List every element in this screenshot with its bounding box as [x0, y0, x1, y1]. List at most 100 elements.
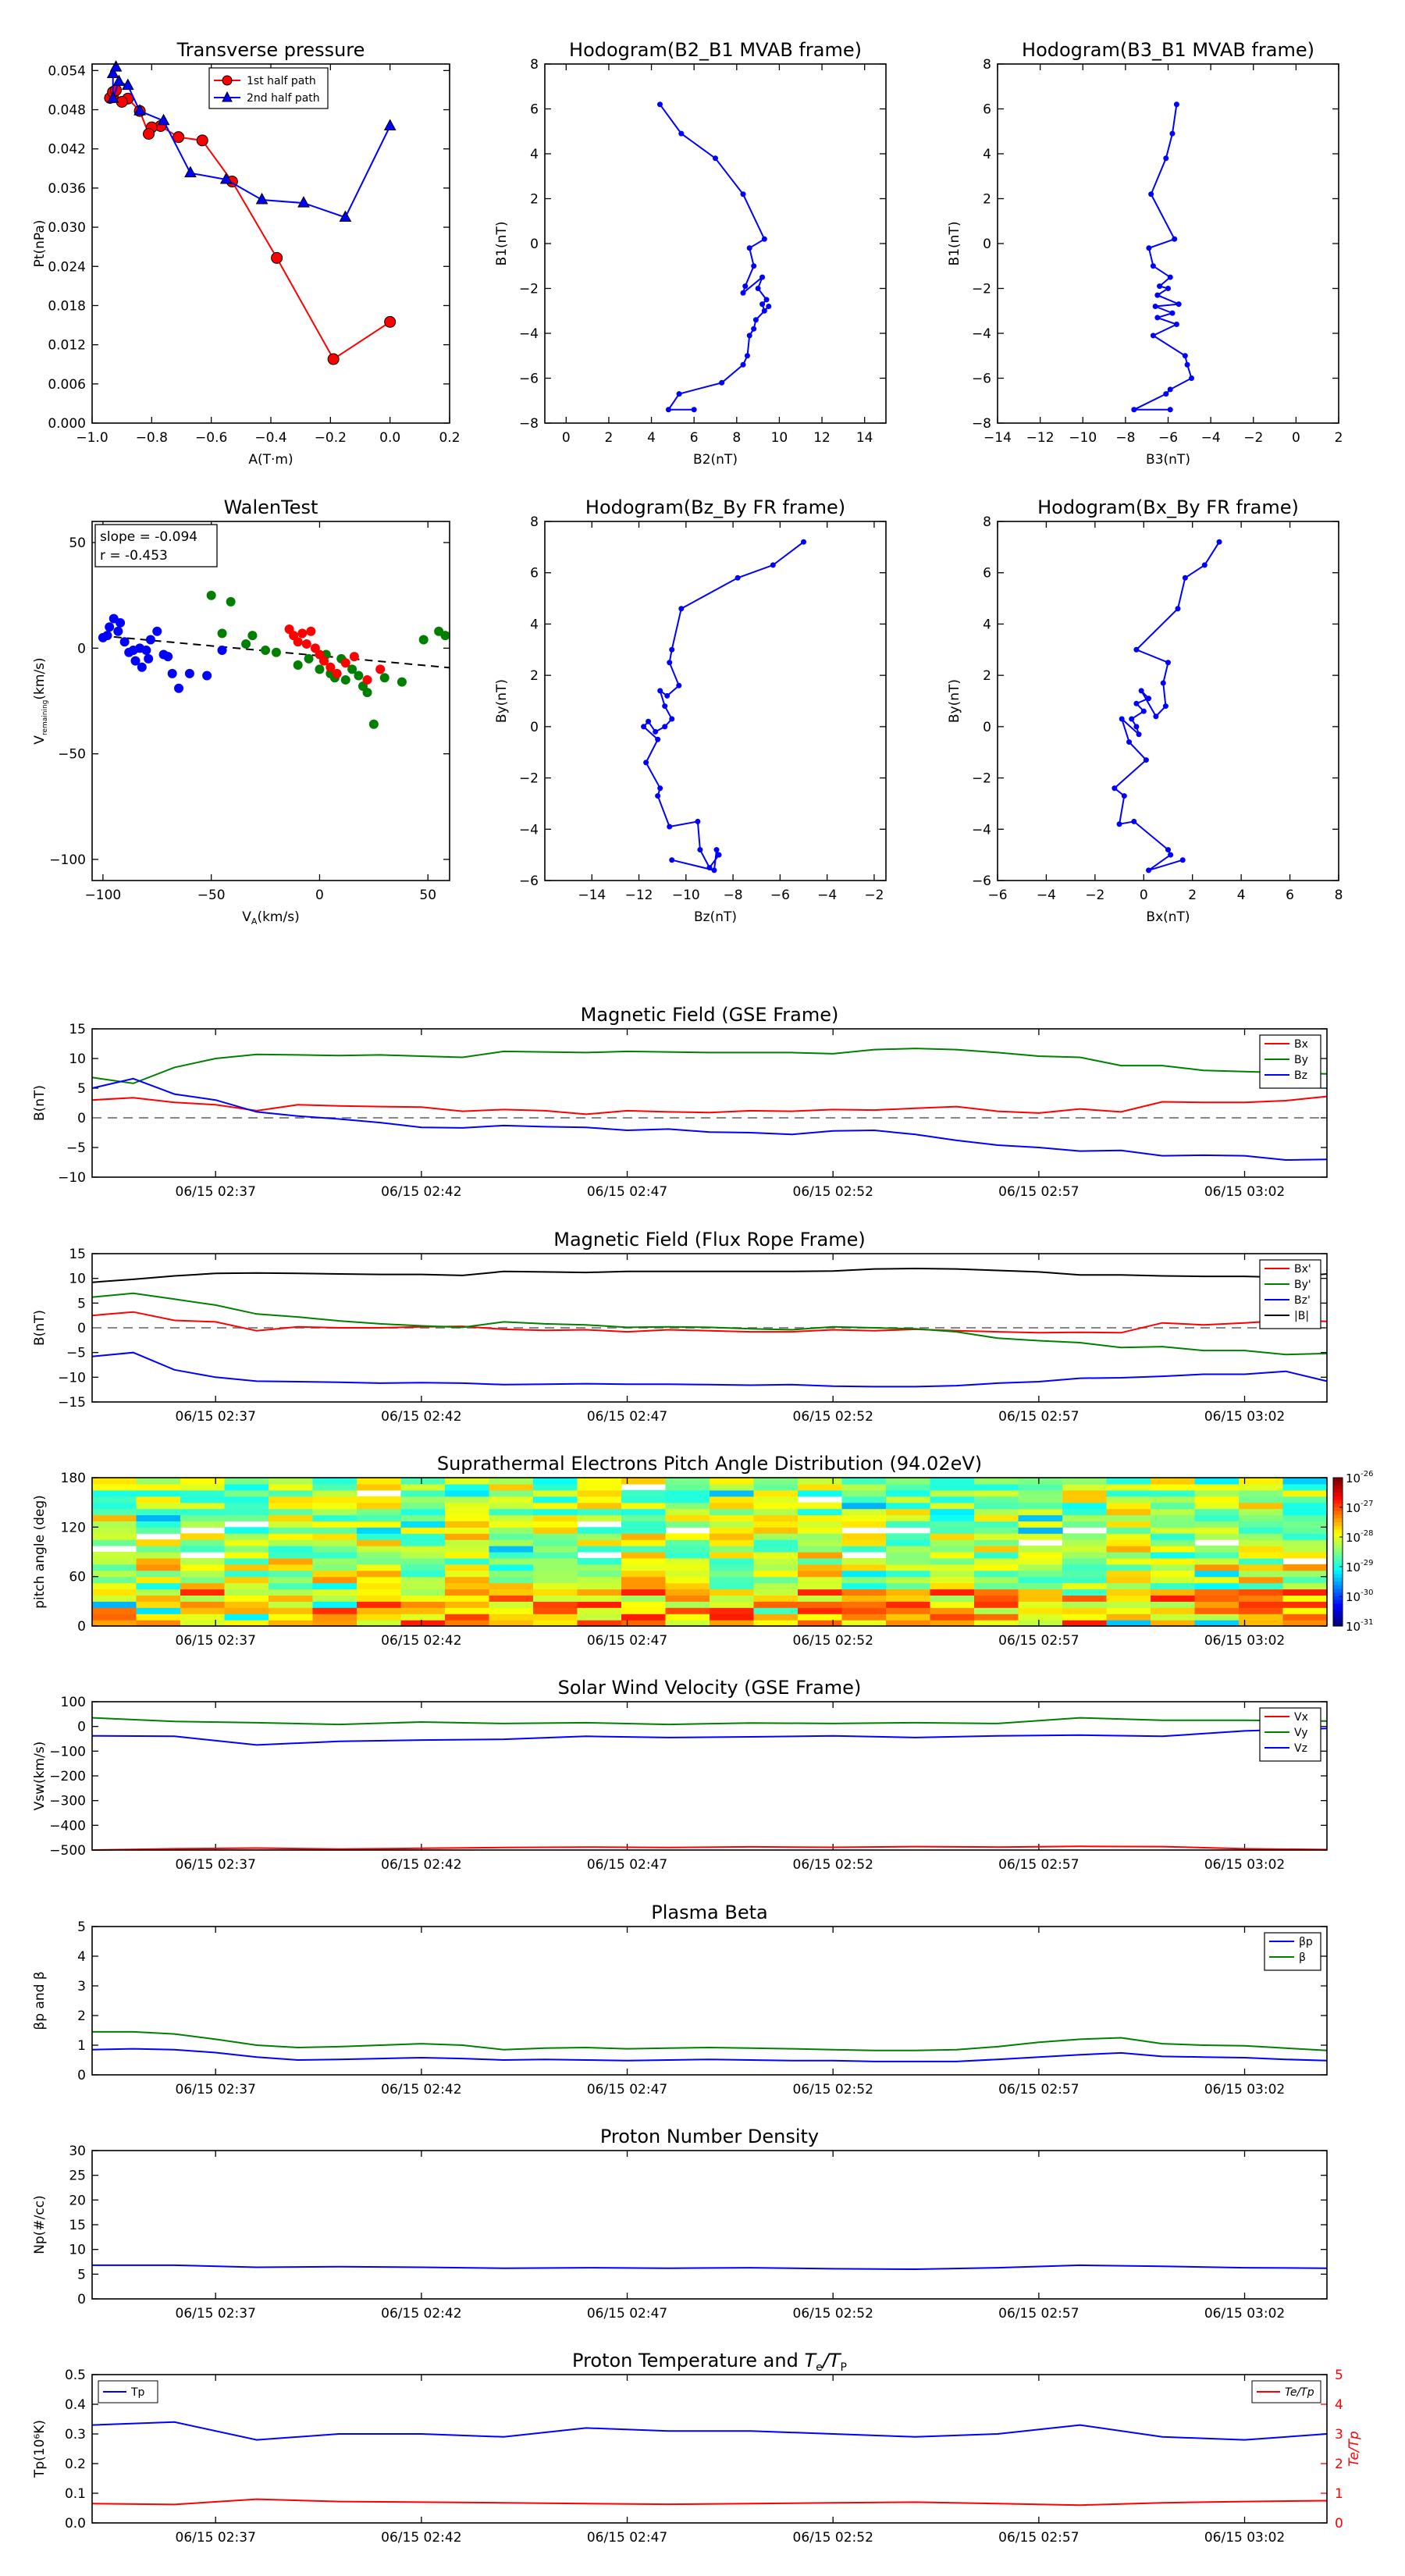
colorbar-step [1333, 1555, 1343, 1560]
heatmap-cell [1194, 1546, 1240, 1553]
data-point [669, 646, 675, 653]
heatmap-cell [1194, 1595, 1240, 1602]
data-point [695, 818, 701, 824]
heatmap-cell [269, 1607, 314, 1614]
heatmap-cell [445, 1601, 490, 1608]
heatmap-cell [489, 1508, 534, 1516]
heatmap-cell [489, 1502, 534, 1510]
heatmap-cell [312, 1539, 357, 1546]
heatmap-cell [1018, 1546, 1063, 1553]
y-axis-label-unit: (km/s) [32, 657, 48, 699]
scatter-point [347, 664, 357, 674]
y2-tick-label: 3 [1335, 2427, 1343, 2443]
heatmap-cell [224, 1607, 269, 1614]
heatmap-cell [489, 1483, 534, 1491]
heatmap-cell [1194, 1478, 1240, 1485]
colorbar-step [1333, 1522, 1343, 1527]
data-point [1133, 724, 1140, 730]
heatmap-cell [1239, 1589, 1284, 1596]
heatmap-cell [621, 1496, 667, 1503]
heatmap-cell [577, 1620, 622, 1627]
heatmap-cell [841, 1508, 887, 1516]
heatmap-cell [136, 1478, 181, 1485]
colorbar-tick-base: 10 [1346, 1620, 1361, 1634]
heatmap-cell [621, 1546, 667, 1553]
heatmap-cell [1106, 1539, 1151, 1546]
heatmap-cell [357, 1527, 402, 1534]
data-point [1167, 386, 1173, 393]
heatmap-cell [1282, 1483, 1328, 1491]
data-point [1131, 818, 1137, 824]
heatmap-cell [92, 1514, 137, 1521]
heatmap-cell [1151, 1601, 1196, 1608]
data-point [1143, 757, 1149, 763]
scatter-point [202, 671, 212, 681]
y-tick-label: −100 [49, 1744, 86, 1759]
y-tick-label: −2 [972, 771, 991, 787]
data-point [1154, 292, 1161, 298]
heatmap-cell [841, 1607, 887, 1614]
heatmap-cell [930, 1570, 975, 1578]
heatmap-cell [357, 1620, 402, 1627]
heatmap-cell [92, 1527, 137, 1534]
panel-beta: Plasma Beta 06/15 02:37 06/15 02:42 06/15 0… [32, 1902, 1328, 2097]
heatmap-cell [400, 1601, 446, 1608]
y-tick-label: 5 [77, 1081, 86, 1097]
legend-label: Bx' [1294, 1263, 1311, 1276]
heatmap-cell [1018, 1582, 1063, 1590]
heatmap-cell [841, 1539, 887, 1546]
x-tick-label: −8 [724, 888, 743, 903]
panel-hodo_bzby: Hodogram(Bz_By FR frame) −14 −12 −10 −8 −6 −4 −… [494, 496, 887, 925]
heatmap-cell [400, 1557, 446, 1565]
y-tick-label: 0.2 [65, 2457, 86, 2472]
heatmap-cell [1194, 1570, 1240, 1578]
colorbar-tick-label: 10-27 [1346, 1500, 1373, 1515]
heatmap-cell [136, 1620, 181, 1627]
scatter-point [105, 622, 115, 632]
data-point [691, 407, 697, 413]
heatmap-cell [1239, 1564, 1284, 1571]
data-point [716, 852, 722, 858]
data-point [643, 760, 649, 766]
colorbar-step [1333, 1489, 1343, 1493]
heatmap-cell [798, 1502, 843, 1510]
heatmap-cell [621, 1527, 667, 1534]
y-tick-label: −4 [972, 822, 991, 838]
heatmap-cell [533, 1483, 578, 1491]
data-point [752, 317, 759, 323]
heatmap-cell [841, 1595, 887, 1602]
data-point [759, 301, 766, 308]
heatmap-cell [357, 1533, 402, 1540]
data-point [711, 867, 717, 873]
x-tick-label: 2 [1335, 430, 1343, 446]
data-point [761, 308, 767, 314]
heatmap-cell [445, 1508, 490, 1516]
heatmap-cell [577, 1478, 622, 1485]
x-tick-label: −2 [1085, 888, 1104, 903]
y-tick-label: 6 [530, 102, 539, 118]
heatmap-cell [665, 1576, 710, 1584]
data-point [746, 333, 752, 339]
colorbar-step [1333, 1525, 1343, 1531]
heatmap-cell [1239, 1527, 1284, 1534]
y-tick-label: 2 [530, 192, 539, 208]
heatmap-cell [1106, 1582, 1151, 1590]
y-tick-label: 0.1 [65, 2486, 86, 2502]
heatmap-cell [269, 1570, 314, 1578]
heatmap-cell [1062, 1557, 1108, 1565]
y-tick-label: 0.012 [48, 338, 86, 354]
heatmap-cell [930, 1595, 975, 1602]
heatmap-cell [1239, 1539, 1284, 1546]
heatmap-cell [224, 1576, 269, 1584]
data-point [184, 165, 197, 178]
heatmap-cell [1282, 1521, 1328, 1528]
heatmap-cell [180, 1576, 226, 1584]
heatmap-cell [798, 1564, 843, 1571]
heatmap-cell [1239, 1601, 1284, 1608]
heatmap-cell [92, 1582, 137, 1590]
scatter-point [418, 635, 429, 645]
heatmap-cell [400, 1496, 446, 1503]
data-point [678, 130, 685, 137]
x-tick-label: 0 [1140, 888, 1148, 903]
data-point [1216, 539, 1222, 545]
